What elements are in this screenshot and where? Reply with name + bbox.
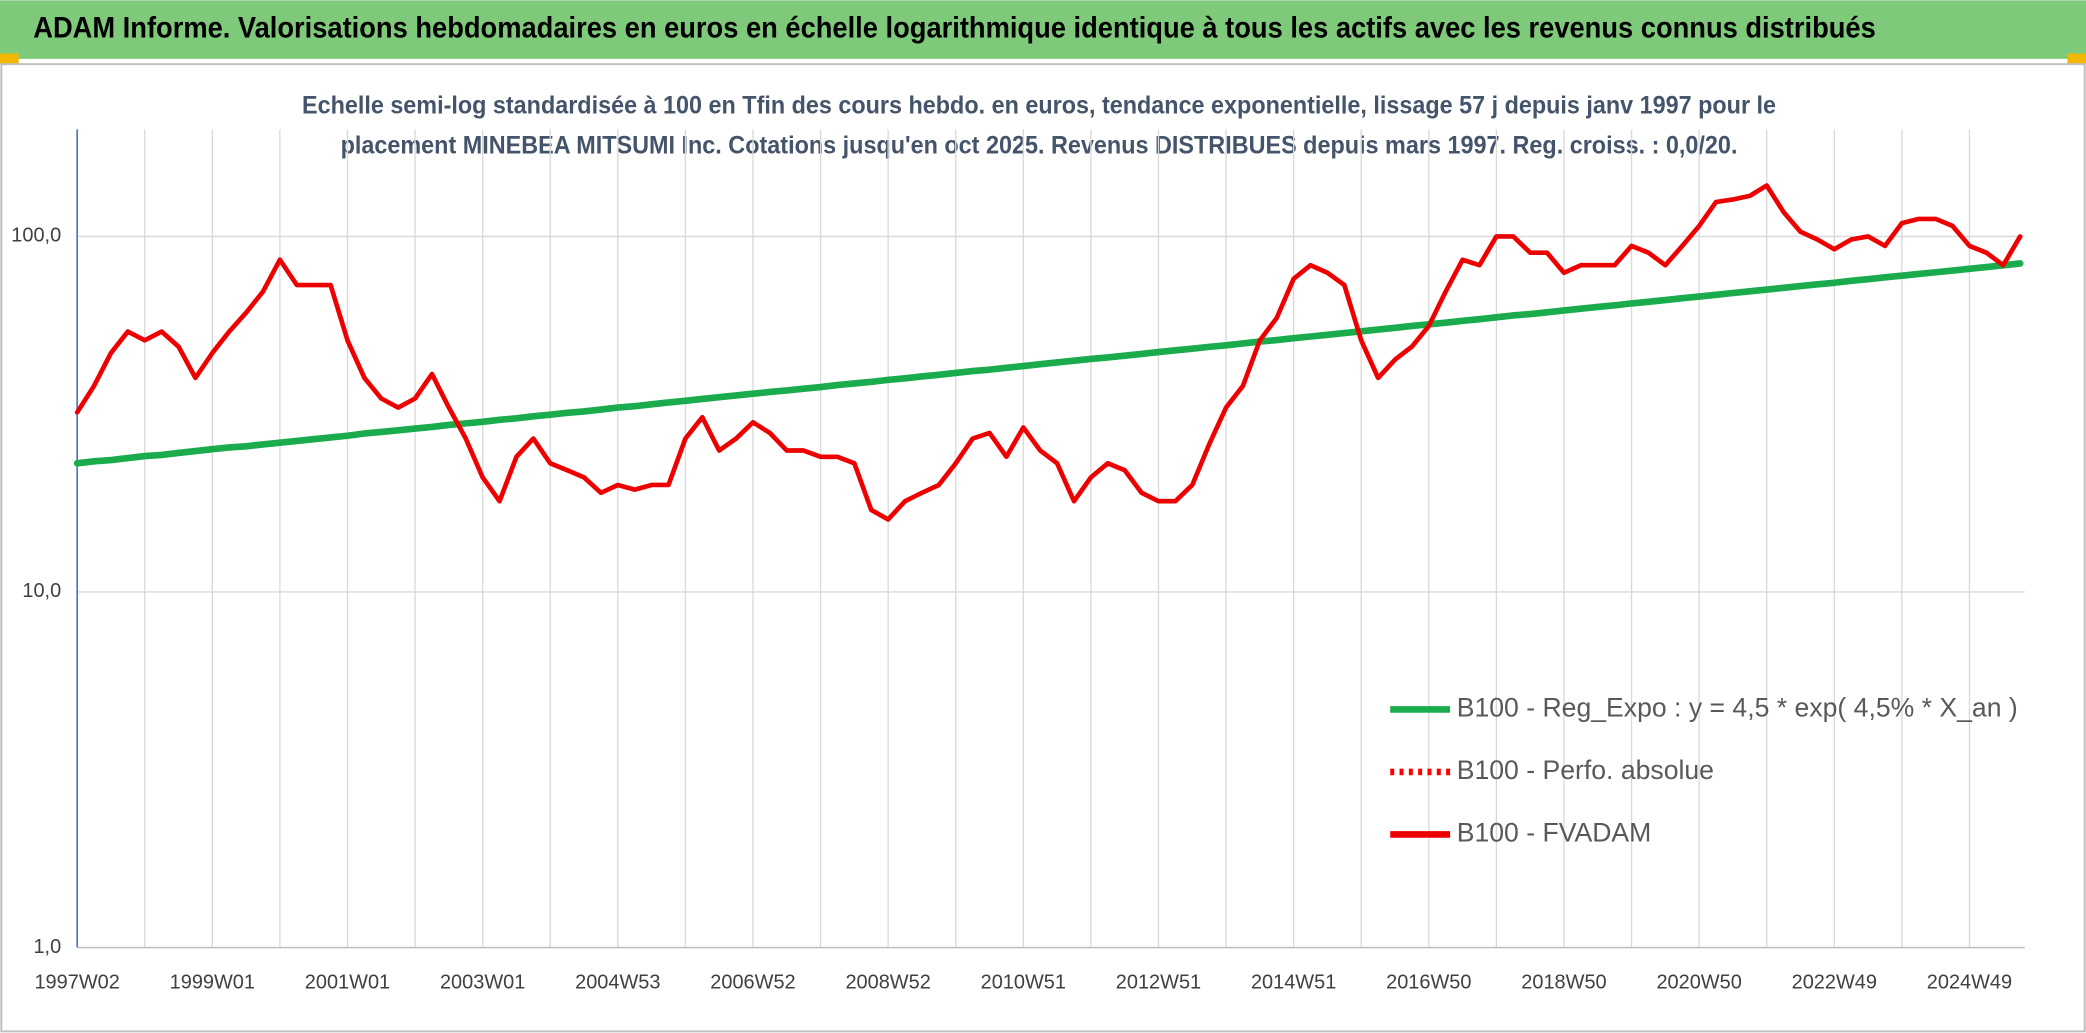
corner-mark <box>0 53 19 65</box>
x-tick-label: 2016W50 <box>1386 972 1471 994</box>
x-tick-label: 2020W50 <box>1656 972 1741 994</box>
chart-subtitle: Echelle semi-log standardisée à 100 en T… <box>302 91 1776 119</box>
x-tick-label: 2006W52 <box>710 972 795 994</box>
legend-label: B100 - Perfo. absolue <box>1457 755 1714 785</box>
x-tick-label: 2024W49 <box>1927 972 2012 994</box>
header-bar <box>0 0 2086 59</box>
line-series <box>74 183 2023 522</box>
x-tick-label: 2022W49 <box>1792 972 1877 994</box>
x-tick-label: 2008W52 <box>845 972 930 994</box>
corner-mark <box>2067 53 2086 65</box>
legend-label: B100 - Reg_Expo : y = 4,5 * exp( 4,5% * … <box>1457 692 2018 722</box>
y-tick-label: 100,0 <box>11 225 61 247</box>
x-tick-label: 2012W51 <box>1116 972 1201 994</box>
x-tick-label: 2010W51 <box>981 972 1066 994</box>
x-tick-label: 2018W50 <box>1521 972 1606 994</box>
x-tick-label: 1999W01 <box>170 972 255 994</box>
legend-label: B100 - FVADAM <box>1457 817 1652 847</box>
y-tick-label: 10,0 <box>22 580 61 602</box>
line-series <box>73 260 2024 467</box>
x-tick-label: 2003W01 <box>440 972 525 994</box>
y-tick-label: 1,0 <box>33 936 61 958</box>
x-tick-label: 2004W53 <box>575 972 660 994</box>
x-tick-label: 2001W01 <box>305 972 390 994</box>
x-tick-label: 1997W02 <box>34 972 119 994</box>
frame <box>0 63 2086 1033</box>
chart-subtitle: placement MINEBEA MITSUMI Inc. Cotations… <box>341 131 1738 159</box>
chart-title: ADAM Informe. Valorisations hebdomadaire… <box>33 12 1876 44</box>
x-tick-label: 2014W51 <box>1251 972 1336 994</box>
